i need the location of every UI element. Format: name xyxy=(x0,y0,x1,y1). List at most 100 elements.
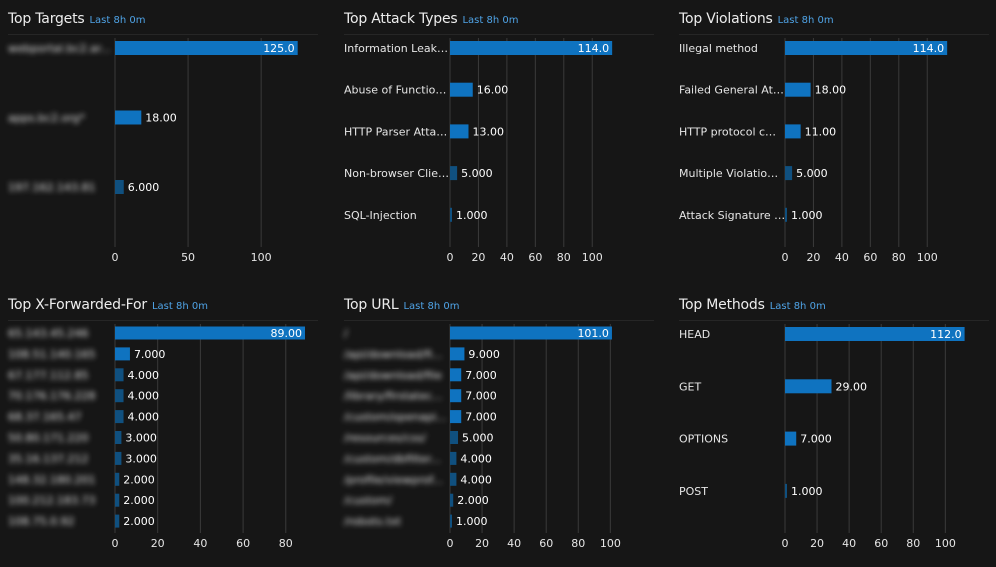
category-label[interactable]: apps.bc2.org* xyxy=(8,112,86,125)
value-label: 4.000 xyxy=(128,411,160,424)
category-label[interactable]: Information Leak… xyxy=(344,42,448,55)
bar[interactable] xyxy=(450,368,462,382)
bar[interactable] xyxy=(785,483,787,498)
bar[interactable] xyxy=(785,124,801,139)
category-label[interactable]: 65.143.45.246 xyxy=(8,327,88,340)
category-label[interactable]: /api/download/fi... xyxy=(344,348,443,361)
bar[interactable] xyxy=(450,389,462,403)
bar[interactable] xyxy=(785,431,797,446)
bar[interactable] xyxy=(450,207,452,222)
bar[interactable] xyxy=(450,451,457,465)
bar[interactable] xyxy=(115,451,122,465)
bar[interactable] xyxy=(450,166,458,181)
category-label[interactable]: 197.162.143.81 xyxy=(8,181,95,194)
category-label[interactable]: HTTP Parser Atta… xyxy=(344,125,447,138)
x-tick-label: 60 xyxy=(863,251,877,264)
category-label[interactable]: Non-browser Clie… xyxy=(344,167,449,180)
bar[interactable] xyxy=(115,41,298,55)
category-label[interactable]: 67.177.112.85 xyxy=(8,369,88,382)
category-label[interactable]: Multiple Violatio… xyxy=(679,167,778,180)
bar[interactable] xyxy=(450,410,462,424)
value-label: 1.000 xyxy=(456,515,488,528)
category-label[interactable]: / xyxy=(344,327,348,340)
bar[interactable] xyxy=(785,327,965,341)
bar-chart: 0 20 40 60 80 100 HEAD 112.0 GET 29.00 OPTIONS 7.00… xyxy=(679,324,965,550)
bar[interactable] xyxy=(450,82,473,97)
bar-chart: 0 50 100 webportal.bc2.ar... 125.0 apps.bc2.o… xyxy=(8,38,298,264)
bar[interactable] xyxy=(115,180,124,194)
bar[interactable] xyxy=(785,379,832,394)
category-label[interactable]: 100.212.183.73 xyxy=(8,494,95,507)
bar[interactable] xyxy=(450,124,469,139)
time-range-label[interactable]: Last 8h 0m xyxy=(777,15,834,26)
category-label[interactable]: SQL-Injection xyxy=(344,209,417,222)
category-label[interactable]: OPTIONS xyxy=(679,433,728,446)
bar[interactable] xyxy=(115,472,120,486)
bar[interactable] xyxy=(115,410,124,424)
category-label[interactable]: /robots.txt xyxy=(344,515,402,528)
panel-header: Top URL Last 8h 0m xyxy=(344,294,459,314)
category-label[interactable]: /custom/openapi... xyxy=(344,411,447,424)
value-label: 7.000 xyxy=(800,433,832,446)
category-label[interactable]: Illegal method xyxy=(679,42,758,55)
category-label[interactable]: webportal.bc2.ar... xyxy=(8,42,111,55)
bar[interactable] xyxy=(115,514,120,528)
time-range-label[interactable]: Last 8h 0m xyxy=(403,301,460,312)
category-label[interactable]: /library/firstatec... xyxy=(344,390,443,403)
bar[interactable] xyxy=(785,166,793,181)
category-label[interactable]: 108.51.140.165 xyxy=(8,348,95,361)
category-label[interactable]: 148.32.180.201 xyxy=(8,473,95,486)
category-label[interactable]: POST xyxy=(679,485,708,498)
category-label[interactable]: /api/download/file xyxy=(344,369,442,382)
category-label[interactable]: HEAD xyxy=(679,328,710,341)
panel-top-x-forwarded-for: Top X-Forwarded-For Last 8h 0m 0 20 40 60 80 6… xyxy=(8,294,318,564)
time-range-label[interactable]: Last 8h 0m xyxy=(89,15,146,26)
bar[interactable] xyxy=(785,41,948,55)
time-range-label[interactable]: Last 8h 0m xyxy=(769,301,826,312)
category-label[interactable]: Abuse of Functio… xyxy=(344,84,446,97)
bar[interactable] xyxy=(115,431,122,444)
panel-title: Top X-Forwarded-For xyxy=(8,297,147,313)
bar-chart: 0 20 40 60 80 100 / 101.0/api/download/fi... 9.0… xyxy=(344,324,621,550)
category-label[interactable]: 50.80.171.220 xyxy=(8,432,88,445)
bar[interactable] xyxy=(450,514,452,528)
category-label[interactable]: 70.176.176.228 xyxy=(8,390,95,403)
bar[interactable] xyxy=(115,368,124,382)
category-label[interactable]: /resources/css/ xyxy=(344,432,426,445)
bar[interactable] xyxy=(450,41,613,55)
value-label: 2.000 xyxy=(123,494,154,507)
category-label[interactable]: /custom/dbfilter... xyxy=(344,452,441,465)
bar[interactable] xyxy=(450,347,465,361)
value-label: 18.00 xyxy=(815,84,847,97)
category-label[interactable]: 68.37.165.47 xyxy=(8,411,81,424)
bar[interactable] xyxy=(785,207,787,222)
bar[interactable] xyxy=(450,326,612,340)
value-label: 2.000 xyxy=(123,473,154,486)
bar[interactable] xyxy=(115,493,120,507)
bar[interactable] xyxy=(450,493,454,507)
bar[interactable] xyxy=(115,110,142,125)
category-label[interactable]: /profile/viewprof... xyxy=(344,473,443,486)
panel-title: Top Targets xyxy=(8,11,85,27)
x-tick-label: 0 xyxy=(447,251,454,264)
value-label: 9.000 xyxy=(468,348,500,361)
category-label[interactable]: 35.16.137.212 xyxy=(8,452,88,465)
category-label[interactable]: HTTP protocol c… xyxy=(679,125,776,138)
bar[interactable] xyxy=(450,472,457,486)
bar[interactable] xyxy=(115,389,124,403)
category-label[interactable]: GET xyxy=(679,380,701,393)
category-label[interactable]: Attack Signature … xyxy=(679,209,785,222)
x-tick-label: 40 xyxy=(507,537,521,550)
x-tick-label: 80 xyxy=(557,251,571,264)
x-tick-label: 40 xyxy=(500,251,514,264)
bar[interactable] xyxy=(450,431,459,444)
time-range-label[interactable]: Last 8h 0m xyxy=(462,15,519,26)
category-label[interactable]: /custom/ xyxy=(344,494,392,507)
bar[interactable] xyxy=(115,326,305,340)
category-label[interactable]: 108.75.0.92 xyxy=(8,515,74,528)
bar[interactable] xyxy=(785,82,811,97)
value-label: 89.00 xyxy=(271,327,303,340)
bar[interactable] xyxy=(115,347,130,361)
category-label[interactable]: Failed General At… xyxy=(679,84,784,97)
time-range-label[interactable]: Last 8h 0m xyxy=(151,301,208,312)
